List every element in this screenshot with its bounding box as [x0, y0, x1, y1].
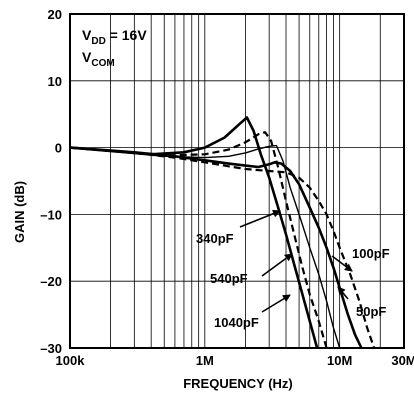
x-tick-label: 100k — [56, 353, 86, 368]
plot-frame — [69, 13, 405, 349]
y-tick-label: –20 — [40, 274, 62, 289]
annotation-label: 50pF — [356, 304, 386, 319]
series-line-1 — [69, 146, 363, 349]
annotation-arrow — [239, 209, 281, 228]
x-axis-label: FREQUENCY (Hz) — [183, 376, 293, 391]
series-line-5 — [69, 144, 341, 349]
annotation-label: 540pF — [210, 271, 248, 286]
y-tick-label: 0 — [55, 141, 62, 156]
series-group — [69, 116, 376, 349]
series-line-2 — [69, 146, 376, 349]
x-tick-label: 10M — [327, 353, 352, 368]
annotation-arrow — [261, 253, 293, 277]
grid — [69, 13, 405, 349]
annotation-label: 340pF — [196, 231, 234, 246]
annotation-arrow — [261, 294, 291, 313]
condition-vcom: VCOM — [82, 49, 115, 69]
annotation-label: 1040pF — [214, 315, 259, 330]
y-tick-label: –10 — [40, 207, 62, 222]
annotation-label: 100pF — [352, 246, 390, 261]
y-tick-label: –30 — [40, 341, 62, 356]
x-tick-label: 30M — [391, 353, 414, 368]
y-tick-label: 20 — [48, 7, 62, 22]
y-tick-label: 10 — [48, 74, 62, 89]
annotations: 340pF 540pF 1040pF 100pF 50pF — [196, 209, 390, 330]
condition-vdd: VDD = 16V — [82, 27, 147, 47]
x-tick-label: 1M — [196, 353, 214, 368]
annotation-arrow — [337, 286, 349, 300]
y-axis-label: GAIN (dB) — [12, 181, 27, 243]
series-line-4 — [69, 131, 328, 349]
series-line-3 — [69, 116, 319, 349]
annotation-arrow — [331, 255, 353, 272]
